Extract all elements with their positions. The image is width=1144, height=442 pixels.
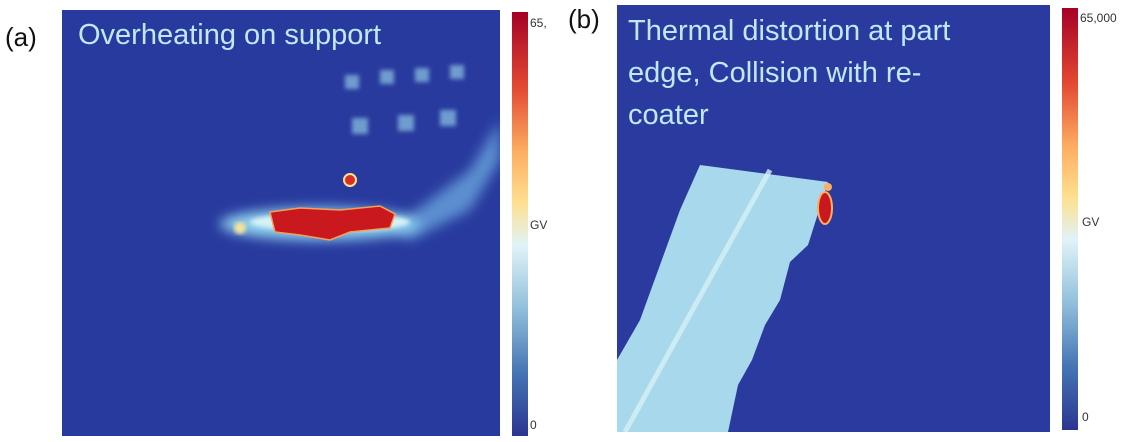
caption: Overheating on support xyxy=(78,19,381,51)
figure: (a) Overheating on support 65, GV 0 (b) … xyxy=(0,0,1144,442)
caption: coater xyxy=(628,99,709,131)
panel-label: (b) xyxy=(568,4,600,34)
colorbar-max: 65,000 xyxy=(1080,11,1117,25)
colorbar-min: 0 xyxy=(530,418,537,432)
colorbar-min: 0 xyxy=(1082,410,1089,424)
colorbar-unit: GV xyxy=(1082,215,1099,229)
colorbar xyxy=(512,12,528,436)
caption: edge, Collision with re- xyxy=(628,57,921,89)
colorbar-max: 65, xyxy=(530,16,547,30)
panel-label: (a) xyxy=(5,22,37,52)
caption: Thermal distortion at part xyxy=(628,15,950,47)
colorbar xyxy=(1062,8,1078,430)
colorbar-unit: GV xyxy=(530,218,547,232)
thermal-image-a xyxy=(62,10,500,436)
